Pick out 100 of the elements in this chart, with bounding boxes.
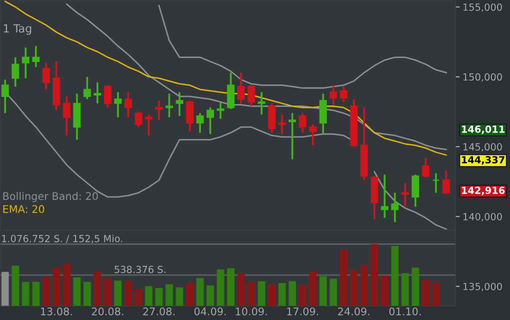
- bar: [176, 287, 184, 306]
- bar: [12, 266, 20, 306]
- candlestick: [268, 102, 276, 134]
- text: 1 Tag: [4, 24, 32, 35]
- bar: [83, 282, 91, 306]
- candlestick: [391, 192, 399, 224]
- candlestick: [32, 45, 40, 68]
- line-series: [158, 4, 447, 89]
- text: 146,011: [462, 125, 505, 134]
- x-tick-label: 24.09.: [338, 307, 370, 316]
- candlestick: [298, 112, 306, 134]
- candlestick: [401, 182, 409, 208]
- candlestick: [330, 84, 338, 106]
- line-series: [4, 0, 447, 156]
- bar: [248, 282, 255, 306]
- bar: [42, 276, 50, 306]
- bar: [380, 276, 388, 306]
- text: Bollinger Band: 20: [3, 192, 98, 202]
- bar: [422, 280, 430, 306]
- candlestick: [166, 92, 173, 118]
- bar: [309, 271, 317, 306]
- candlestick: [104, 84, 112, 108]
- bar: [216, 269, 224, 306]
- bar: [94, 271, 102, 306]
- candlestick: [124, 91, 132, 118]
- bar: [52, 268, 60, 306]
- text: EMA: 20: [3, 205, 44, 214]
- y-tick-label: 135,000: [463, 282, 502, 292]
- ref-line-label: 538.376 S.: [114, 266, 166, 274]
- bar: [412, 268, 420, 306]
- candlestick: [442, 170, 450, 196]
- x-tick-label: 04.09.: [194, 307, 226, 316]
- bar: [114, 280, 122, 306]
- bar: [319, 276, 327, 306]
- ref-line-label: 1.076.752 S. / 152,5 Mio.: [2, 234, 122, 244]
- candlestick: [186, 100, 194, 132]
- bar: [155, 288, 163, 306]
- x-tick-label: 01.10.: [389, 307, 421, 316]
- bar: [62, 264, 70, 306]
- candlestick: [309, 123, 317, 146]
- bar: [370, 244, 378, 306]
- y-tick-label: 150,000: [463, 73, 502, 82]
- candlestick: [237, 72, 245, 104]
- bar: [268, 284, 276, 306]
- bar: [401, 273, 409, 306]
- bar: [206, 286, 214, 306]
- candlestick: [22, 46, 30, 80]
- bar: [186, 283, 194, 306]
- candlestick: [12, 56, 20, 88]
- candlestick: [432, 172, 440, 194]
- candlestick: [155, 100, 163, 122]
- x-tick-label: 17.09.: [287, 307, 318, 316]
- bar: [104, 278, 112, 306]
- candlestick: [114, 91, 122, 118]
- x-tick-label: 27.08.: [143, 307, 174, 316]
- candlestick: [380, 174, 388, 219]
- candlestick: [206, 106, 214, 136]
- bar: [166, 284, 173, 306]
- y-tick-label: 145,000: [463, 143, 502, 152]
- x-tick-label: 13.08.: [40, 307, 72, 316]
- bar: [360, 265, 368, 306]
- candlestick: [248, 84, 256, 108]
- y-tick-label: 140,000: [463, 212, 502, 222]
- x-tick-label: 10.09.: [236, 307, 267, 316]
- candlestick: [278, 114, 286, 136]
- candlestick: [1, 78, 9, 114]
- candlestick: [288, 112, 296, 160]
- candlestick: [258, 91, 266, 116]
- bar: [134, 289, 142, 306]
- bar: [391, 246, 399, 306]
- candlestick: [83, 76, 91, 100]
- candlestick: [145, 114, 152, 136]
- bar: [340, 250, 348, 306]
- bar: [124, 281, 132, 306]
- candlestick: [340, 86, 348, 103]
- bar: [237, 274, 245, 306]
- candlestick: [216, 101, 224, 120]
- bar: [196, 278, 204, 306]
- candlestick: [319, 92, 327, 136]
- bar: [278, 283, 286, 306]
- bar: [32, 282, 40, 306]
- x-tick-label: 20.08.: [92, 307, 124, 316]
- bar: [73, 277, 81, 306]
- candlestick: [73, 92, 81, 141]
- candlestick: [94, 82, 102, 104]
- bar: [330, 278, 338, 306]
- candlestick: [42, 62, 50, 90]
- bar: [258, 281, 266, 306]
- bar: [350, 270, 358, 306]
- bar: [298, 284, 306, 306]
- candlestick: [62, 95, 70, 136]
- bar: [432, 283, 440, 306]
- candlestick: [422, 156, 430, 178]
- text: 142,916: [462, 186, 505, 196]
- candlestick: [176, 91, 184, 117]
- candlestick: [196, 112, 204, 134]
- bar: [288, 281, 296, 306]
- y-tick-label: 155,000: [463, 3, 502, 12]
- text: 144,337: [462, 156, 504, 165]
- bar: [1, 272, 9, 306]
